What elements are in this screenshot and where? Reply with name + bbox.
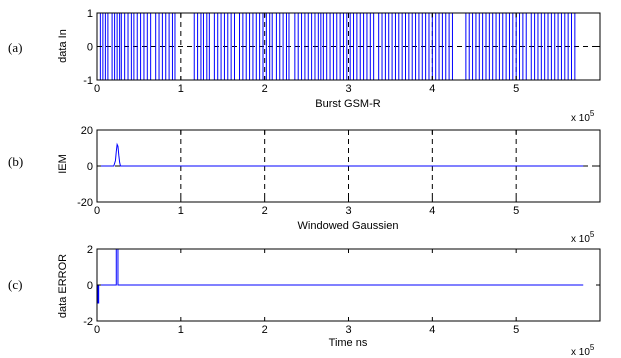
panel-a-xtick-label-1: 1	[178, 83, 184, 95]
panel-b-xtick-label-1: 1	[178, 205, 184, 217]
panel-c-x-multiplier: x 105	[571, 343, 595, 358]
panel-a-ytick-label-2: 1	[87, 8, 93, 20]
panel-c-x-multiplier-base: x 10	[571, 347, 590, 358]
panel-b-xtick-label-3: 3	[345, 205, 351, 217]
panel-b-xtick-label-4: 4	[429, 205, 435, 217]
panel-a-x-multiplier-exp: 5	[590, 109, 595, 118]
panel-c-series	[97, 248, 584, 304]
panel-a-x-multiplier: x 105	[571, 109, 595, 124]
panel-a-x-multiplier-base: x 10	[571, 113, 590, 124]
panel-a-ytick-label-1: 0	[87, 42, 93, 54]
panel-a-tag: (a)	[8, 40, 22, 55]
panel-c-xtick-label-0: 0	[94, 324, 100, 336]
panel-a-xtick-label-3: 3	[345, 83, 351, 95]
panel-c: (c) data ERROR 0 1 2 3 4 5-202 Time ns x 105	[8, 244, 601, 358]
panel-c-ylabel: data ERROR	[57, 254, 69, 318]
panel-a-xlabel: Burst GSM-R	[315, 98, 380, 110]
panel-c-xlabel: Time ns	[329, 337, 368, 349]
panel-c-x-multiplier-exp: 5	[590, 343, 595, 352]
panel-c-ticks: 0 1 2 3 4 5-202	[83, 244, 600, 336]
panel-c-ytick-label-1: 0	[87, 280, 93, 292]
panel-a-xtick-label-0: 0	[94, 83, 100, 95]
panel-a-xtick-label-4: 4	[429, 83, 435, 95]
panel-a-ytick-label-0: -1	[83, 75, 93, 87]
panel-b-ytick-label-0: -20	[77, 197, 93, 209]
panel-a-ticks: 0 1 2 3 4 5-101	[83, 8, 600, 95]
panel-b-ylabel: IEM	[57, 154, 69, 174]
panel-a-xtick-label-5: 5	[513, 83, 519, 95]
panel-c-ytick-label-2: 2	[87, 244, 93, 256]
panel-a: (a) data In 0 1 2 3 4 5-101 Burst GSM-R x 105	[8, 8, 601, 124]
panel-b-x-multiplier-exp: 5	[590, 230, 595, 239]
panel-b-series	[97, 142, 584, 167]
panel-c-tag: (c)	[8, 277, 22, 292]
panel-b-series-line-0	[97, 142, 584, 167]
panel-c-xtick-label-3: 3	[345, 324, 351, 336]
panel-c-xtick-label-4: 4	[429, 324, 435, 336]
panel-a-xtick-label-2: 2	[262, 83, 268, 95]
panel-b-ytick-label-1: 0	[87, 161, 93, 173]
panel-b-tag: (b)	[8, 154, 23, 169]
panel-c-series-line-0	[97, 248, 584, 304]
panel-b-x-multiplier-base: x 10	[571, 234, 590, 245]
panel-b-xtick-label-0: 0	[94, 205, 100, 217]
panel-b-x-multiplier: x 105	[571, 230, 595, 245]
panel-b-xtick-label-5: 5	[513, 205, 519, 217]
panel-b-ytick-label-2: 20	[81, 125, 93, 137]
panel-b-xlabel: Windowed Gaussien	[298, 220, 399, 232]
panel-c-xtick-label-1: 1	[178, 324, 184, 336]
panel-c-ytick-label-0: -2	[83, 316, 93, 328]
panel-b-xtick-label-2: 2	[262, 205, 268, 217]
panel-c-xtick-label-2: 2	[262, 324, 268, 336]
panel-a-ylabel: data In	[57, 29, 69, 63]
panel-c-xtick-label-5: 5	[513, 324, 519, 336]
